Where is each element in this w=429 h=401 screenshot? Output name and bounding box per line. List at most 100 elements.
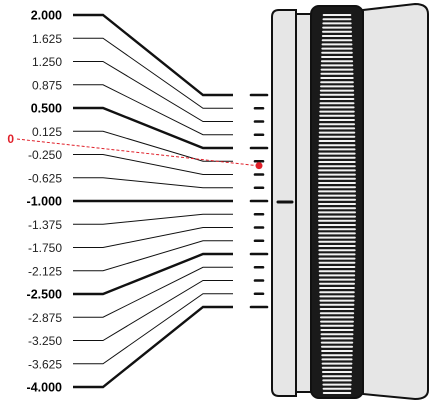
knurl-ridge [321, 358, 353, 361]
scale-label: -1.000 [27, 195, 62, 209]
knurl-ridge [319, 102, 355, 105]
knurl-ridge [320, 81, 354, 84]
housing-step [295, 13, 312, 393]
knurl-ridge [319, 89, 355, 92]
knurl-ridge [318, 198, 356, 201]
knurl-ridge [318, 177, 356, 180]
knurl-ridge [318, 194, 356, 197]
leader-line [73, 154, 233, 175]
knurl-ridge [321, 43, 353, 46]
knurl-ridge [321, 47, 353, 50]
knurl-ridge [318, 182, 356, 184]
scale-label: 2.000 [31, 9, 62, 23]
knurl-ridge [318, 140, 356, 142]
knurl-ridge [318, 190, 356, 193]
knurl-ridge [322, 22, 352, 25]
knurl-ridge [322, 18, 352, 21]
scale-label: 1.625 [32, 32, 62, 46]
scale-label: -1.750 [28, 241, 62, 255]
knurl-ridge [320, 64, 354, 67]
knurl-ridge [318, 240, 356, 243]
knurl-ridge [321, 51, 353, 54]
scale-label: -2.875 [28, 311, 62, 325]
knurl-ridge [318, 245, 356, 247]
knurl-ridge [318, 257, 356, 260]
eyepiece-housing [271, 2, 429, 401]
knurl-ridge [318, 215, 356, 218]
leader-line [73, 61, 233, 122]
knurl-ridge [318, 270, 356, 273]
knurl-ridge [319, 93, 355, 96]
knurl-ridge [318, 161, 356, 163]
knurl-ridge [322, 379, 352, 382]
knurl-ridge [318, 249, 356, 252]
knurl-ridge [318, 144, 356, 147]
knurl-ridge [322, 383, 352, 386]
knurl-ridge [321, 371, 353, 373]
knurl-ridge [319, 98, 355, 100]
scale-label: -3.625 [28, 357, 62, 371]
eyepiece-cap [362, 2, 429, 401]
knurl-ridge [321, 56, 353, 58]
knurl-ridge [320, 320, 354, 323]
knurl-ridge [318, 127, 356, 130]
knurl-ridge [322, 14, 352, 16]
knurl-ridge [322, 30, 352, 33]
knurl-ridge [318, 228, 356, 231]
knurl-ridge [318, 156, 356, 159]
leader-line [73, 213, 233, 225]
scale-label: -2.500 [27, 288, 62, 302]
zero-marker-dot [255, 162, 263, 170]
leader-line [73, 130, 233, 162]
knurl-ridge [322, 26, 352, 29]
zero-leader-line [16, 138, 258, 167]
knurl-ridge [320, 68, 354, 71]
knurl-ridge [320, 329, 354, 331]
knurl-ridge [320, 337, 354, 340]
knurl-ridge [319, 312, 355, 315]
knurl-ridge [320, 77, 354, 79]
knurl-ridge [320, 85, 354, 88]
knurl-ridge [318, 165, 356, 168]
knurl-ridge [319, 282, 355, 285]
leader-line [73, 266, 233, 318]
leader-line [73, 13, 233, 97]
zero-reference: 0 [7, 132, 263, 170]
knurl-ridge [318, 186, 356, 189]
knurl-ridge [318, 207, 356, 210]
knurl-ridge [321, 35, 353, 37]
scale-label: 1.250 [32, 55, 62, 69]
scale-label: -2.125 [28, 264, 62, 278]
leader-line [73, 37, 233, 109]
knurl-ridge [320, 333, 354, 336]
leader-line [73, 252, 233, 296]
knurl-ridge [319, 316, 355, 319]
knurl-ridge [321, 350, 353, 352]
knurl-ridge [322, 387, 352, 390]
knurl-ridge [322, 375, 352, 378]
scale-label: -1.375 [28, 218, 62, 232]
knurl-ridge [318, 131, 356, 134]
knurl-ridges [318, 14, 356, 394]
leader-lines [73, 13, 233, 389]
scale-label: 0.125 [32, 125, 62, 139]
knurl-ridge [320, 72, 354, 75]
knurl-ridge [318, 224, 356, 226]
dial-tick-marks [249, 93, 269, 309]
leader-line [73, 177, 233, 189]
scale-labels: 2.000 1.625 1.250 0.875 0.500 0.125 -0.250 -0.6… [27, 9, 63, 395]
knurl-ridge [318, 173, 356, 176]
leader-line [73, 305, 233, 389]
knurl-ridge [319, 110, 355, 113]
leader-line [73, 106, 233, 150]
scale-label: -4.000 [27, 381, 62, 395]
leader-line [73, 240, 233, 272]
knurl-ridge [320, 345, 354, 348]
scale-label: -0.250 [28, 148, 62, 162]
knurl-ridge [321, 39, 353, 42]
knurl-ridge [318, 261, 356, 264]
knurl-ridge [318, 232, 356, 235]
knurl-ridge [318, 203, 356, 205]
knurl-ridge [320, 341, 354, 344]
knurl-ridge [318, 123, 356, 126]
